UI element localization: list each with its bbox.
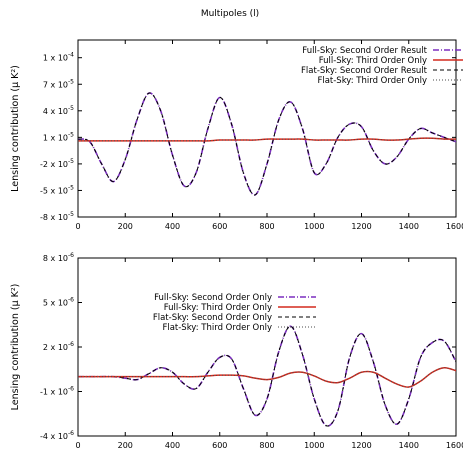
legend-label: Full-Sky: Third Order Only (319, 56, 427, 66)
x-tick-label: 1000 (304, 441, 324, 450)
legend-label: Full-Sky: Third Order Only (164, 303, 272, 313)
y-tick-label: -8 x 10-5 (40, 211, 74, 222)
x-tick-label: 800 (259, 222, 274, 231)
y-tick-label: -2 x 10-5 (40, 158, 74, 169)
y-tick-label: -5 x 10-5 (40, 184, 74, 195)
series-line-0 (78, 92, 456, 196)
x-tick-label: 1200 (351, 441, 371, 450)
x-tick-label: 400 (165, 222, 180, 231)
legend-label: Flat-Sky: Third Order Only (162, 323, 272, 333)
y-tick-label: -4 x 10-6 (40, 430, 74, 441)
legend-label: Flat-Sky: Second Order Only (153, 313, 272, 323)
x-tick-label: 0 (75, 441, 80, 450)
x-tick-label: 1000 (304, 222, 324, 231)
x-tick-label: 1400 (399, 222, 419, 231)
y-tick-label: 7 x 10-5 (43, 78, 74, 89)
y-tick-label: 1 x 10-4 (43, 52, 74, 63)
y-axis-label: Lensing contribution (μ K²) (10, 284, 21, 411)
x-tick-label: 600 (212, 222, 227, 231)
x-tick-label: 1600 (446, 441, 463, 450)
legend-label: Full-Sky: Second Order Result (302, 46, 427, 56)
bottom-panel: 0 200 400 600 800 1000 1200 1400 1600 8 x 10-6 5 x… (10, 252, 463, 450)
y-tick-label: 2 x 10-6 (43, 341, 74, 352)
x-tick-label: 1400 (399, 441, 419, 450)
plot-frame (77, 257, 457, 437)
y-tick-label: 1 x 10-5 (43, 131, 74, 142)
series-line-2 (78, 92, 456, 196)
x-tick-label: 1600 (446, 222, 463, 231)
x-tick-label: 600 (212, 441, 227, 450)
series-line-1 (78, 367, 456, 388)
series-line-3 (78, 137, 456, 142)
x-tick-label: 1200 (351, 222, 371, 231)
series-line-3 (78, 367, 456, 388)
legend-label: Flat-Sky: Second Order Result (301, 66, 428, 76)
y-tick-label: 4 x 10-5 (43, 105, 74, 116)
y-tick-label: 5 x 10-6 (43, 297, 74, 308)
legend-label: Full-Sky: Second Order Only (154, 293, 272, 303)
x-tick-label: 0 (75, 222, 80, 231)
x-tick-label: 400 (165, 441, 180, 450)
x-tick-label: 200 (118, 222, 133, 231)
y-tick-label: 8 x 10-6 (43, 252, 74, 263)
series-line-2 (78, 325, 456, 427)
legend-label: Flat-Sky: Third Order Only (317, 76, 427, 86)
x-tick-label: 200 (118, 441, 133, 450)
y-axis-label: Lensing contribution (μ K²) (10, 65, 21, 192)
top-panel: 0 200 400 600 800 1000 1200 1400 1600 1 x 10-4 7 x… (10, 39, 463, 231)
y-tick-label: -1 x 10-6 (40, 386, 74, 397)
figure-title: Multipoles (l) (201, 9, 259, 19)
x-tick-label: 800 (259, 441, 274, 450)
